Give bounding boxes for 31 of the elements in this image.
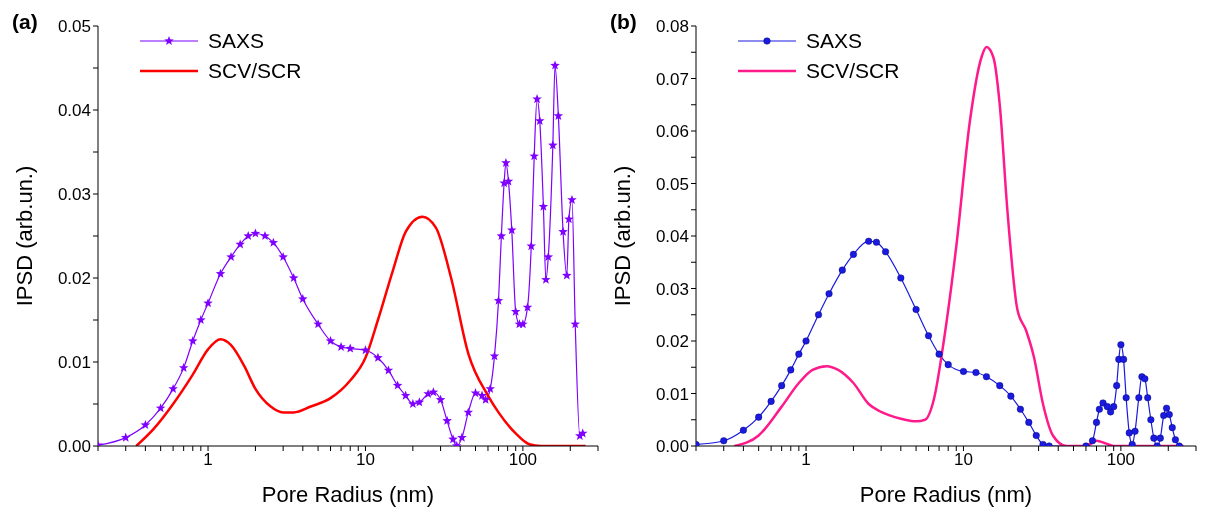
x-tick-label: 100 — [508, 450, 538, 470]
y-tick-label: 0.08 — [655, 17, 689, 37]
y-tick-label: 0.07 — [655, 69, 689, 89]
y-tick-label: 0.06 — [655, 122, 689, 142]
y-tick-label: 0.05 — [655, 174, 689, 194]
x-tick-label: 1 — [203, 450, 213, 470]
x-tick-label: 1 — [801, 450, 811, 470]
x-axis-title: Pore Radius (nm) — [261, 482, 435, 507]
y-tick-label: 0.00 — [57, 437, 91, 457]
y-tick-label: 0.02 — [57, 269, 91, 289]
legend-label: SCV/SCR — [806, 59, 900, 83]
legend-label: SAXS — [806, 29, 863, 53]
x-tick-label: 100 — [1106, 450, 1136, 470]
y-tick-label: 0.00 — [655, 437, 689, 457]
y-tick-label: 0.04 — [655, 227, 689, 247]
chart-title: (a) — [12, 10, 38, 34]
y-tick-label: 0.02 — [655, 332, 689, 352]
x-tick-label: 10 — [954, 450, 973, 470]
x-axis-title: Pore Radius (nm) — [859, 482, 1033, 507]
legend-label: SCV/SCR — [208, 59, 302, 83]
y-tick-label: 0.05 — [57, 17, 91, 37]
legend-label: SAXS — [208, 29, 265, 53]
x-tick-label: 10 — [356, 450, 375, 470]
y-tick-label: 0.03 — [655, 279, 689, 299]
y-tick-label: 0.01 — [57, 353, 91, 373]
chart-title: (b) — [610, 10, 637, 34]
y-axis-title: IPSD (arb.un.) — [11, 165, 37, 307]
y-tick-label: 0.04 — [57, 101, 91, 121]
y-axis-title: IPSD (arb.un.) — [609, 165, 635, 307]
y-tick-label: 0.03 — [57, 185, 91, 205]
y-tick-label: 0.01 — [655, 384, 689, 404]
